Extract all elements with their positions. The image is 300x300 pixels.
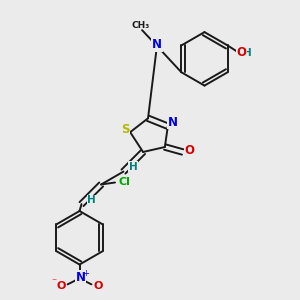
Text: Cl: Cl [119,178,131,188]
Text: S: S [121,123,130,136]
Text: N: N [152,38,162,52]
Text: CH₃: CH₃ [132,21,150,30]
Text: N: N [168,116,178,129]
Text: +: + [82,269,89,278]
Text: H: H [129,162,138,172]
Text: H: H [87,195,96,205]
Text: N: N [76,271,85,284]
Text: O: O [236,46,246,59]
Text: ⁻: ⁻ [51,278,56,287]
Text: O: O [94,281,103,291]
Text: H: H [243,48,251,58]
Text: O: O [56,281,65,291]
Text: O: O [184,145,195,158]
